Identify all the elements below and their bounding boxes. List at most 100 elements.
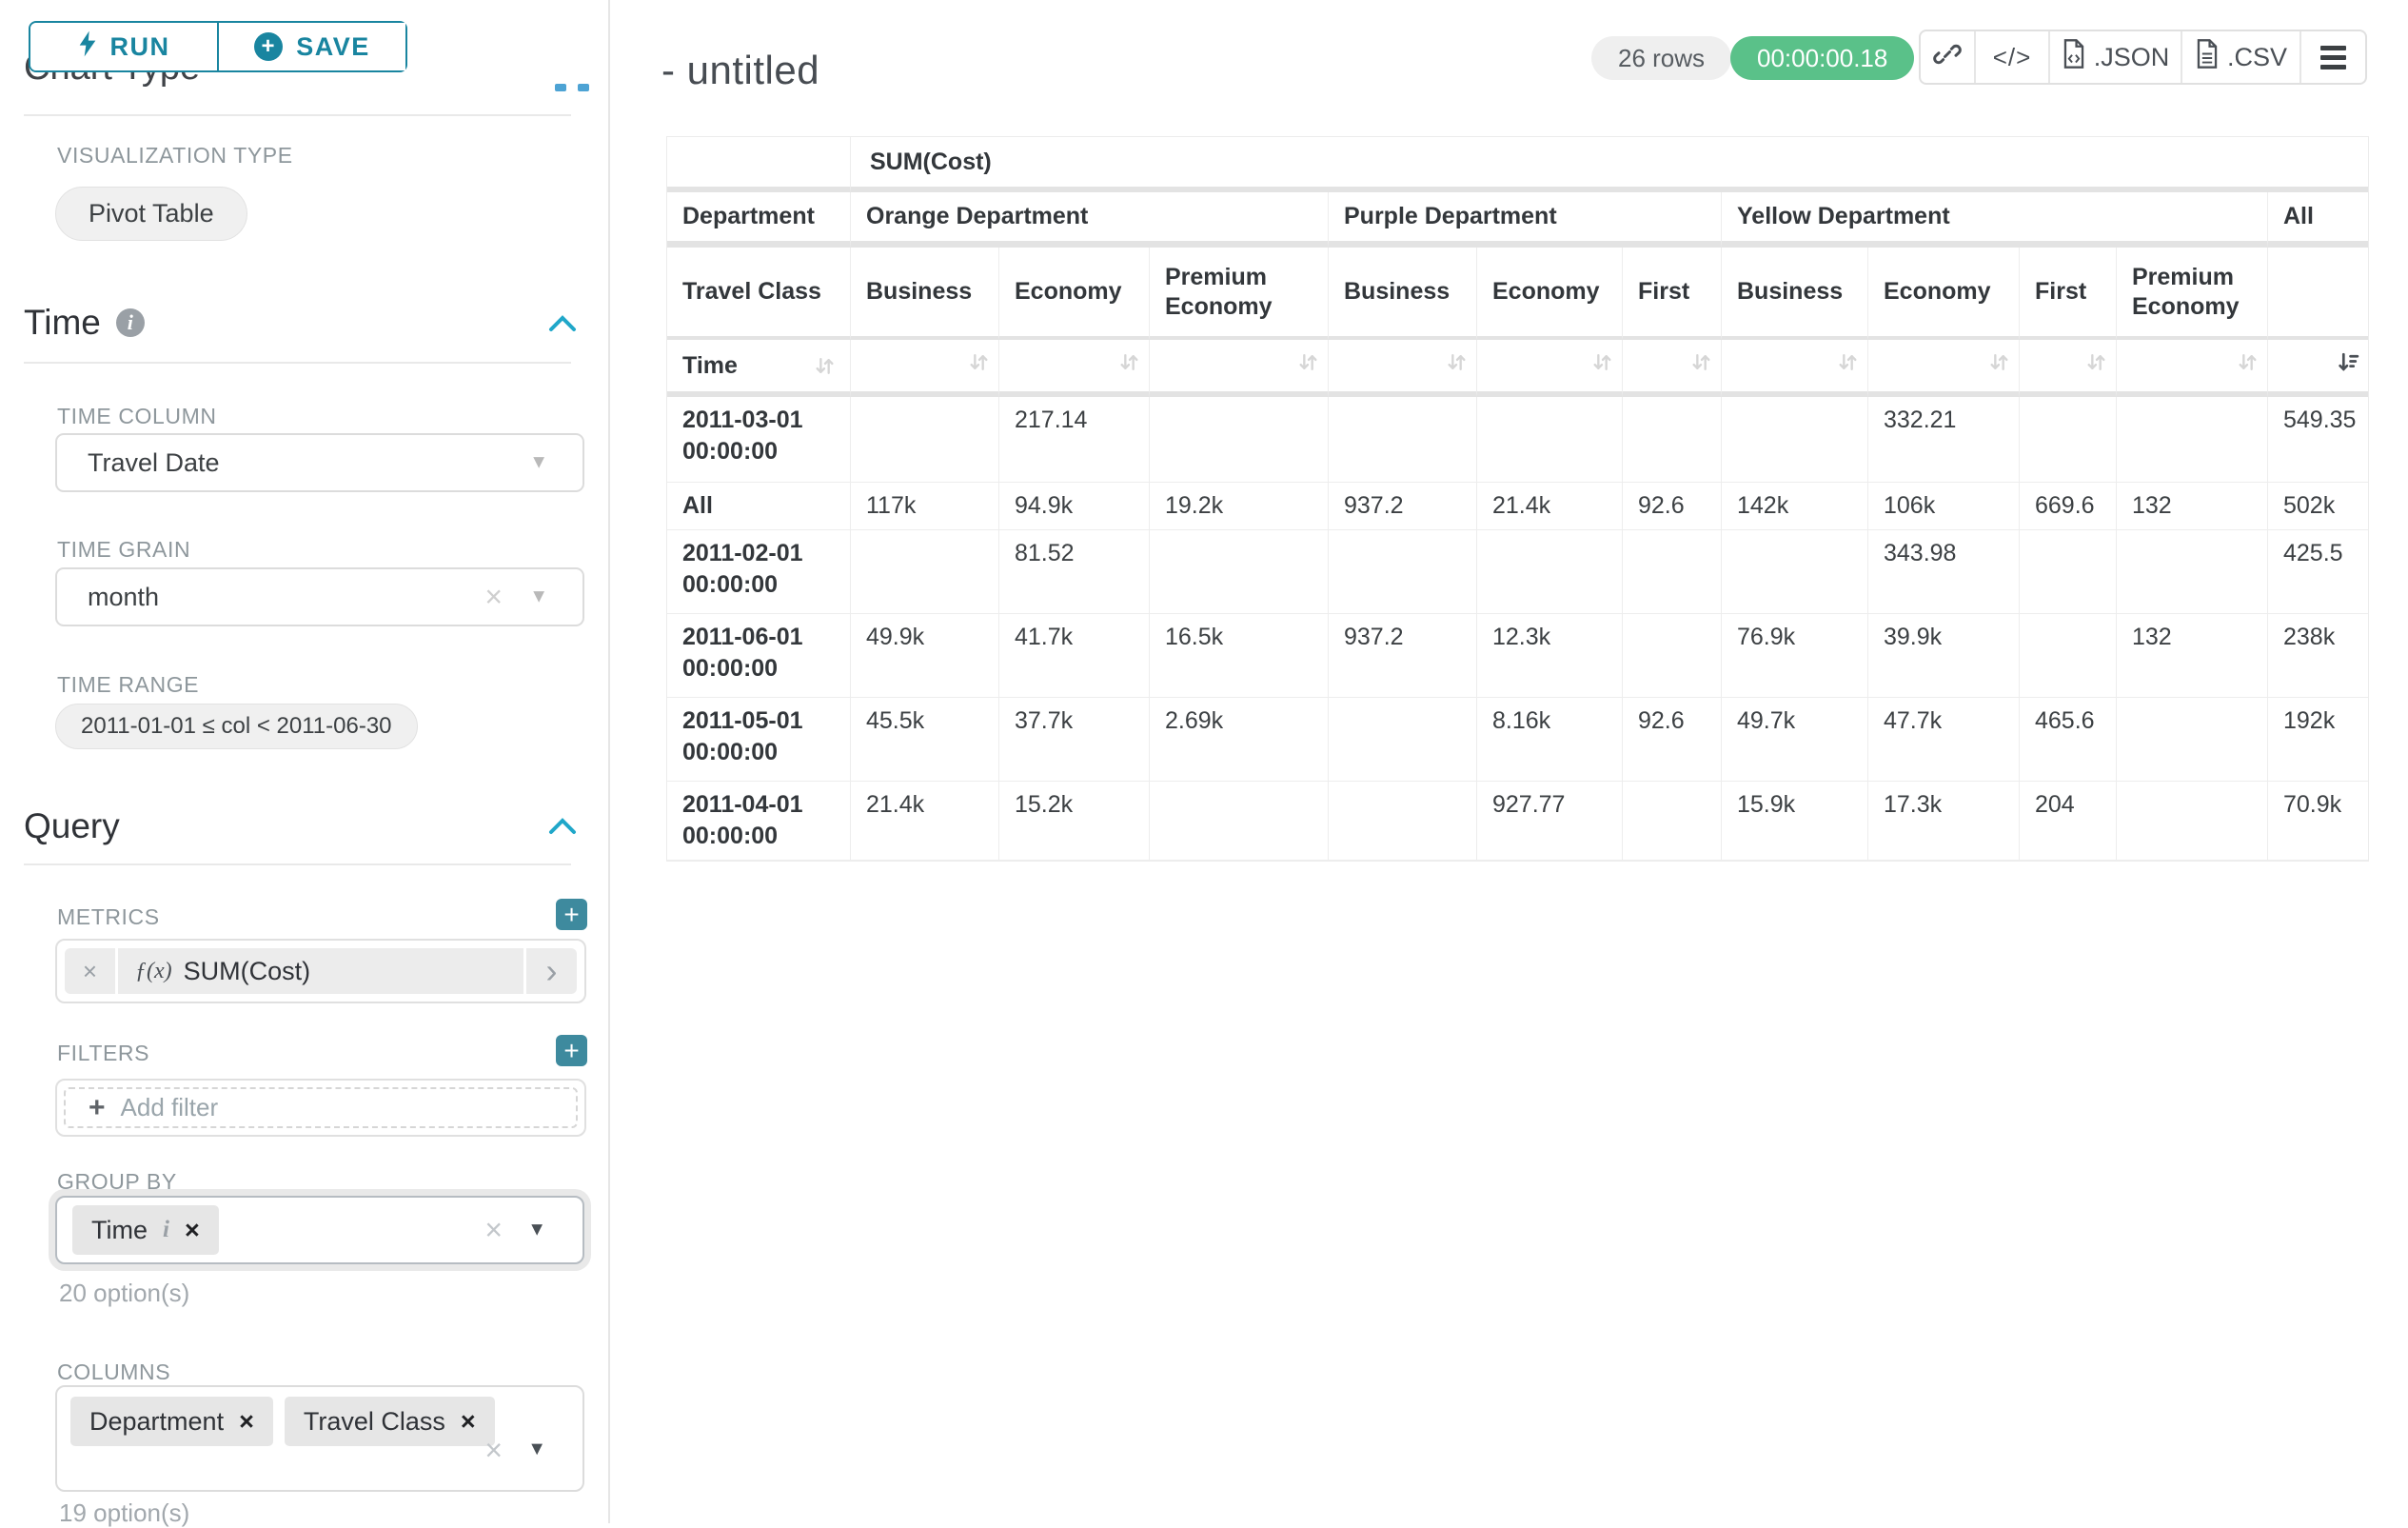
chevron-up-icon[interactable] [548, 817, 577, 841]
chevron-down-icon[interactable]: ▼ [527, 1439, 546, 1459]
sort-toggle-icon[interactable] [1987, 350, 2011, 374]
pivot-cell: 92.6 [1623, 698, 1722, 782]
pivot-cell: 2.69k [1150, 698, 1329, 782]
sort-desc-icon[interactable] [2337, 350, 2360, 374]
panel-divider [608, 0, 610, 1523]
pivot-cell: 927.77 [1477, 782, 1623, 861]
chevron-right-icon[interactable]: › [523, 948, 577, 994]
chevron-down-icon[interactable]: ▼ [529, 585, 548, 607]
link-icon [1933, 40, 1962, 75]
table-row: 2011-05-01 00:00:00 45.5k 37.7k 2.69k 8.16k 9… [667, 698, 2369, 782]
pivot-cell [1722, 397, 1868, 483]
table-row: 2011-02-01 00:00:00 81.52 343.98 425.5 [667, 530, 2369, 614]
control-panel: Chart Type RUN + SAVE VISUALIZATION TYPE… [0, 0, 609, 1527]
add-metric-button[interactable]: + [556, 899, 587, 930]
sort-toggle-icon[interactable] [2084, 350, 2108, 374]
travel-class-header: First [1623, 248, 1722, 340]
sort-toggle-icon[interactable] [967, 350, 991, 374]
pivot-cell: 332.21 [1868, 397, 2020, 483]
time-range-label: TIME RANGE [57, 672, 200, 697]
remove-tag-icon[interactable]: × [460, 1406, 476, 1436]
chevron-up-icon[interactable] [548, 314, 577, 338]
group-by-select[interactable]: Time i × × ▼ [55, 1196, 584, 1264]
pivot-cell: 15.9k [1722, 782, 1868, 861]
row-label: 2011-04-01 00:00:00 [667, 782, 851, 861]
chevron-down-icon[interactable]: ▼ [527, 1219, 546, 1240]
run-button[interactable]: RUN [30, 23, 219, 70]
group-by-options-hint: 20 option(s) [59, 1279, 190, 1307]
time-range-pill[interactable]: 2011-01-01 ≤ col < 2011-06-30 [55, 704, 418, 749]
pivot-cell: 16.5k [1150, 614, 1329, 698]
share-link-button[interactable] [1921, 31, 1976, 83]
group-by-label: GROUP BY [57, 1169, 177, 1194]
sort-toggle-icon[interactable] [1836, 350, 1860, 374]
table-row: All 117k 94.9k 19.2k 937.2 21.4k 92.6 142k 106k 6… [667, 483, 2369, 530]
info-icon[interactable]: i [163, 1217, 169, 1242]
add-filter-button[interactable]: + Add filter [64, 1087, 578, 1128]
section-divider [24, 863, 571, 865]
pivot-cell [1329, 397, 1477, 483]
clear-icon[interactable]: × [484, 1433, 503, 1467]
export-csv-button[interactable]: .CSV [2182, 31, 2301, 83]
remove-tag-icon[interactable]: × [184, 1215, 200, 1244]
sort-toggle-icon[interactable] [1445, 350, 1469, 374]
clear-icon[interactable]: × [484, 1212, 503, 1247]
row-label: 2011-03-01 00:00:00 [667, 397, 851, 483]
sort-toggle-icon[interactable] [1689, 350, 1713, 374]
export-toolbar: </> .JSON .CSV [1919, 30, 2367, 85]
view-query-button[interactable]: </> [1976, 31, 2050, 83]
pivot-cell [2117, 397, 2268, 483]
clear-icon[interactable]: × [484, 579, 503, 614]
pivot-cell [2020, 397, 2117, 483]
pivot-cell: 502k [2268, 483, 2369, 530]
remove-metric-icon[interactable]: × [65, 948, 118, 994]
pivot-cell [1623, 782, 1722, 861]
sort-toggle-icon[interactable] [1296, 350, 1320, 374]
csv-file-icon [2195, 39, 2220, 75]
columns-select[interactable]: Department × Travel Class × × ▼ [55, 1385, 584, 1492]
department-corner-label: Department [667, 192, 851, 248]
info-icon[interactable]: i [115, 308, 145, 337]
pivot-cell: 47.7k [1868, 698, 2020, 782]
pivot-cell: 106k [1868, 483, 2020, 530]
travel-class-corner-label: Travel Class [667, 248, 851, 340]
time-column-select[interactable]: Travel Date ▼ [55, 433, 584, 492]
sort-header-cell [1623, 340, 1722, 397]
filters-label: FILTERS [57, 1041, 150, 1065]
pivot-cell [2117, 530, 2268, 614]
pivot-cell: 549.35 [2268, 397, 2369, 483]
department-group-header: Orange Department [851, 192, 1329, 248]
save-button[interactable]: + SAVE [219, 23, 405, 70]
pivot-cell: 217.14 [999, 397, 1150, 483]
sort-toggle-icon[interactable] [813, 354, 837, 378]
time-row-header: Time [667, 340, 851, 397]
add-filter-plus-button[interactable]: + [556, 1035, 587, 1066]
sort-header-cell [851, 340, 999, 397]
metric-pill[interactable]: × ƒ(x) SUM(Cost) › [65, 948, 577, 994]
pivot-cell: 117k [851, 483, 999, 530]
chart-title[interactable]: - untitled [661, 48, 820, 92]
pivot-corner [667, 137, 851, 192]
department-group-header: Yellow Department [1722, 192, 2268, 248]
sort-toggle-icon[interactable] [1590, 350, 1614, 374]
pivot-cell: 132 [2117, 483, 2268, 530]
viz-type-pill[interactable]: Pivot Table [55, 187, 247, 241]
time-column-label: TIME COLUMN [57, 404, 217, 428]
pivot-cell: 204 [2020, 782, 2117, 861]
sort-toggle-icon[interactable] [2236, 350, 2260, 374]
pivot-cell [1329, 530, 1477, 614]
export-json-button[interactable]: .JSON [2050, 31, 2182, 83]
run-save-button-group: RUN + SAVE [29, 21, 407, 72]
time-section-heading: Time i [24, 303, 145, 343]
pivot-cell: 19.2k [1150, 483, 1329, 530]
department-group-header: All [2268, 192, 2369, 248]
sort-toggle-icon[interactable] [1117, 350, 1141, 374]
time-grain-select[interactable]: month × ▼ [55, 567, 584, 626]
remove-tag-icon[interactable]: × [239, 1406, 254, 1436]
metrics-container: × ƒ(x) SUM(Cost) › [55, 939, 586, 1003]
menu-button[interactable] [2301, 31, 2365, 83]
chevron-down-icon[interactable]: ▼ [529, 451, 548, 473]
pivot-cell [1150, 782, 1329, 861]
metric-header: SUM(Cost) [851, 137, 2369, 192]
query-timer-badge: 00:00:00.18 [1730, 36, 1915, 80]
